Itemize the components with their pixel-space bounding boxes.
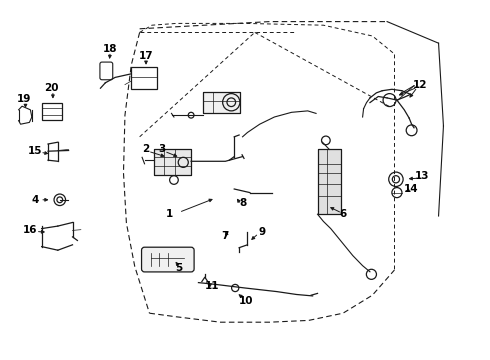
- Bar: [154, 149, 191, 175]
- Bar: [42, 103, 62, 120]
- Text: 11: 11: [204, 281, 219, 291]
- Text: 20: 20: [44, 83, 59, 93]
- Text: 18: 18: [103, 44, 118, 54]
- Text: 13: 13: [415, 171, 430, 181]
- Text: 9: 9: [259, 227, 266, 237]
- Text: 16: 16: [23, 225, 38, 235]
- Text: 1: 1: [166, 209, 172, 219]
- Bar: [131, 67, 157, 89]
- Text: 10: 10: [239, 296, 253, 306]
- Text: 19: 19: [16, 94, 31, 104]
- Text: 3: 3: [158, 144, 165, 154]
- Text: 2: 2: [143, 144, 149, 154]
- Text: 12: 12: [413, 80, 428, 90]
- Text: 15: 15: [28, 146, 43, 156]
- Text: 17: 17: [139, 51, 153, 61]
- Text: 14: 14: [404, 184, 419, 194]
- Text: 8: 8: [239, 198, 246, 208]
- Text: 5: 5: [175, 263, 182, 273]
- Bar: [318, 149, 341, 214]
- Bar: [203, 92, 240, 113]
- FancyBboxPatch shape: [142, 247, 194, 272]
- Text: 4: 4: [31, 195, 39, 205]
- Text: 6: 6: [340, 209, 346, 219]
- Text: 7: 7: [221, 231, 229, 241]
